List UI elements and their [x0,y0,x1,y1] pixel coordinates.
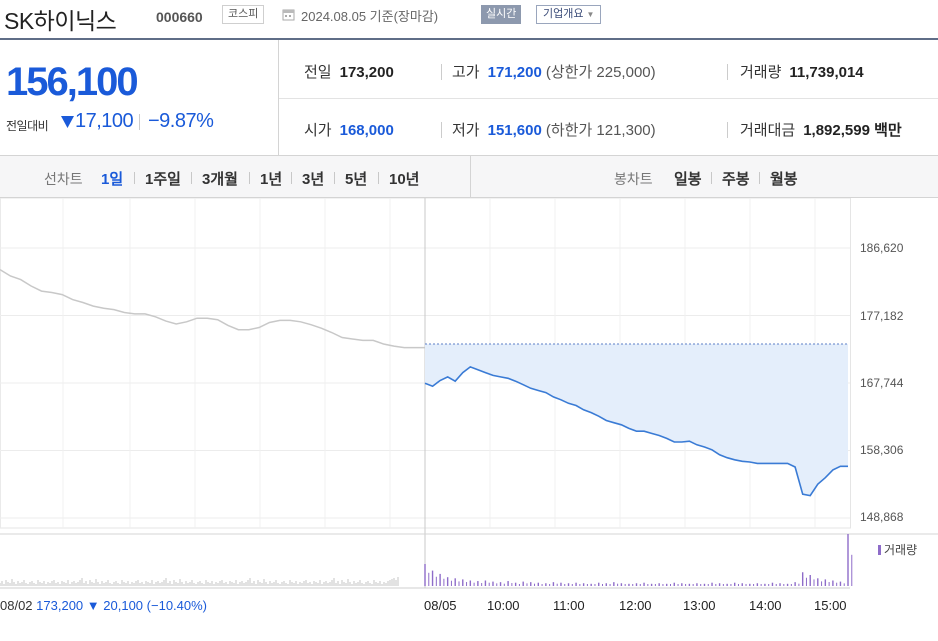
stat-value: 11,739,014 [789,64,864,81]
tab-period-3y[interactable]: 3년 [302,171,325,188]
company-overview-button[interactable]: 기업개요 ▼ [536,5,602,24]
stock-code: 000660 [156,9,203,25]
as-of-date: 2024.08.05 기준(장마감) [301,9,439,24]
divider [441,122,442,138]
prev-day-date: 08/02 [0,598,33,613]
x-axis-label: 11:00 [553,598,585,613]
upper-limit: (상한가 225,000) [545,64,656,81]
stat-trade-amount: 거래대금 1,892,599 백만 [740,119,902,140]
volume-swatch [878,545,881,555]
tab-period-1w[interactable]: 1주일 [145,171,181,188]
stat-high: 고가 171,200 (상한가 225,000) [452,61,656,82]
x-axis-label: 12:00 [619,598,652,613]
divider [191,172,192,184]
candle-chart-title: 봉차트 [614,171,653,187]
change-label: 전일대비 [6,119,49,133]
stock-name: SK하이닉스 [4,8,117,34]
tab-period-1y[interactable]: 1년 [260,171,283,188]
divider [711,172,712,184]
tab-period-5y[interactable]: 5년 [345,171,368,188]
stat-label: 시가 [304,122,332,139]
market-badge: 코스피 [222,5,265,24]
y-axis-label: 186,620 [860,241,904,255]
divider [441,64,442,80]
x-axis-label: 10:00 [487,598,520,613]
prev-day-change: ▼ 20,100 [86,598,144,613]
divider [727,64,728,80]
amount-unit: 백만 [874,122,902,139]
current-price-box: 156,100 전일대비 17,100 −9.87% [0,40,279,156]
stat-prev-close: 전일 173,200 [304,61,394,82]
divider [378,172,379,184]
chart-period-tabs: 선차트 1일 1주일 3개월 1년 3년 5년 10년 봉차트 일봉 주봉 월봉 [0,156,938,198]
down-triangle-icon [61,116,74,128]
stat-value: 171,200 [487,64,542,81]
divider [759,172,760,184]
lower-limit: (하한가 121,300) [545,122,656,139]
divider [334,172,335,184]
volume-legend: 거래량 [878,541,917,558]
company-overview-label: 기업개요 [543,8,584,20]
line-chart-title: 선차트 [44,171,83,187]
stat-value: 173,200 [339,64,394,81]
y-axis-label: 167,744 [860,376,904,390]
stock-header: SK하이닉스 000660 코스피 2024.08.05 기준(장마감) 실시간… [0,0,938,36]
stat-label: 고가 [452,64,480,81]
change-amount: 17,100 [75,110,134,132]
stat-label: 전일 [304,64,332,81]
tab-period-1d[interactable]: 1일 [101,171,124,188]
divider [249,172,250,184]
prev-day-rate: (−10.40%) [146,598,208,613]
price-panel: 156,100 전일대비 17,100 −9.87% 전일 173,200 고가 1… [0,38,938,156]
divider [134,172,135,184]
divider [139,114,140,130]
current-price: 156,100 [6,60,139,104]
tab-period-3m[interactable]: 3개월 [202,171,238,188]
prev-day-line [0,268,425,349]
y-axis-label: 148,868 [860,510,904,524]
stat-label: 저가 [452,122,480,139]
stat-open: 시가 168,000 [304,119,394,140]
divider [279,98,938,99]
stat-value: 1,892,599 [803,122,870,139]
change-rate: −9.87% [148,110,214,132]
tab-candle-daily[interactable]: 일봉 [674,171,702,188]
realtime-button[interactable]: 실시간 [481,5,522,24]
x-axis-label: 15:00 [814,598,847,613]
today-fill-area [425,343,848,496]
tab-period-10y[interactable]: 10년 [389,171,420,188]
volume-legend-label: 거래량 [884,543,918,557]
stat-value: 151,600 [487,122,542,139]
stat-value: 168,000 [339,122,394,139]
calendar-icon [282,9,295,21]
stat-volume: 거래량 11,739,014 [740,61,864,82]
stat-label: 거래량 [740,64,782,81]
stat-label: 거래대금 [740,122,796,139]
x-axis-label: 08/05 [424,598,457,613]
divider [727,122,728,138]
y-axis-label: 177,182 [860,309,904,323]
divider [470,156,471,198]
today-price-line [424,365,848,497]
x-axis-label: 14:00 [749,598,782,613]
divider [291,172,292,184]
tab-candle-monthly[interactable]: 월봉 [770,171,798,188]
stat-low: 저가 151,600 (하한가 121,300) [452,119,656,140]
x-axis-label: 13:00 [683,598,716,613]
tab-candle-weekly[interactable]: 주봉 [722,171,750,188]
prev-day-info: 08/02 173,200 ▼ 20,100 (−10.40%) [0,598,207,613]
y-axis-label: 158,306 [860,443,904,457]
chart-canvas [0,198,938,589]
chevron-down-icon: ▼ [586,10,595,19]
prev-day-close: 173,200 [36,598,84,613]
intraday-chart: 186,620 177,182 167,744 158,306 148,868 … [0,198,938,641]
